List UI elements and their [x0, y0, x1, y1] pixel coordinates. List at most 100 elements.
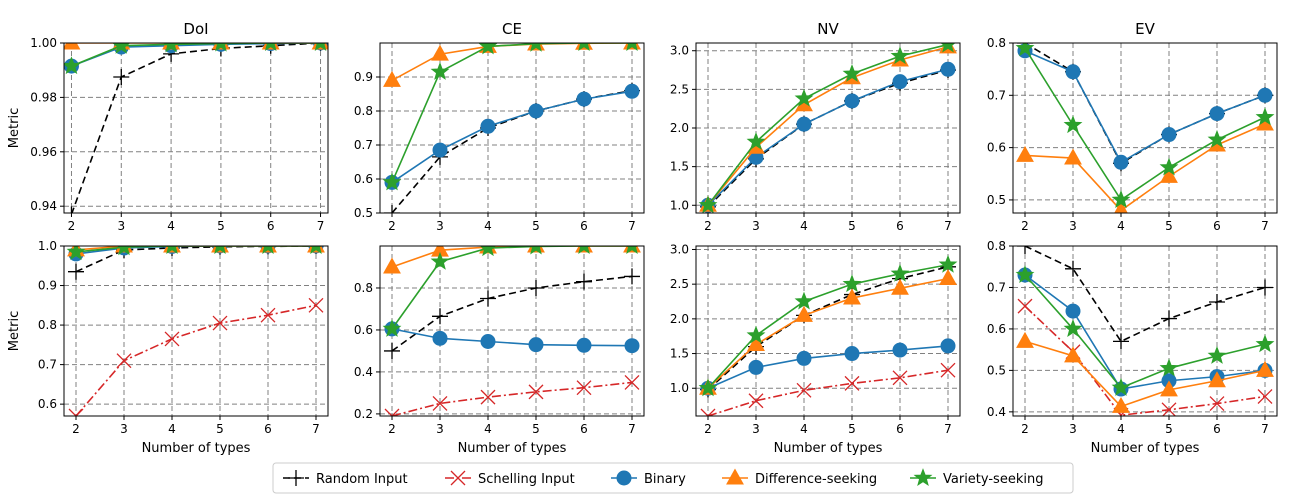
panel-title: EV: [1135, 20, 1155, 38]
point-variety: [578, 246, 590, 255]
point-variety: [264, 43, 277, 52]
point-variety: [1015, 43, 1035, 57]
point-random: [576, 273, 592, 290]
point-schelling: [308, 297, 324, 313]
point-variety: [430, 251, 450, 270]
axes-frame: [379, 245, 645, 417]
series-line-variety: [707, 263, 949, 389]
point-variety: [746, 131, 766, 150]
y-tick-label: 0.8: [987, 36, 1006, 50]
point-binary: [1065, 303, 1081, 319]
point-variety: [890, 263, 910, 282]
point-binary: [1065, 64, 1081, 80]
x-tick-label: 6: [896, 422, 904, 436]
y-tick-label: 0.96: [30, 145, 57, 159]
point-variety: [1159, 157, 1179, 176]
point-variety: [938, 254, 958, 273]
y-tick-label: 0.8: [354, 281, 373, 295]
y-tick-label: 1.5: [670, 160, 689, 174]
point-difference: [1112, 396, 1130, 413]
series-line-random: [707, 266, 949, 391]
point-variety: [842, 63, 862, 82]
x-tick-label: 5: [1165, 422, 1173, 436]
y-tick-label: 0.9: [354, 70, 373, 84]
legend-label: Difference-seeking: [755, 472, 877, 487]
point-variety: [794, 88, 814, 107]
point-binary: [748, 359, 764, 375]
x-tick-label: 3: [120, 422, 128, 436]
point-schelling: [748, 393, 764, 409]
point-binary: [892, 342, 908, 358]
y-tick-label: 1.0: [38, 239, 57, 253]
legend-entry-schelling: Schelling Input: [445, 470, 575, 487]
series-group: [382, 246, 641, 416]
x-tick-label: 4: [484, 219, 492, 233]
series-group: [382, 43, 641, 213]
x-tick-label: 5: [532, 422, 540, 436]
point-variety: [66, 246, 86, 260]
point-random: [68, 263, 84, 280]
series-line-schelling: [707, 369, 949, 416]
panel-8: 2 3 4 5 6 7 0.4 0.5 0.6 0.7 0.8 Number of types: [987, 239, 1278, 456]
point-variety: [698, 195, 718, 213]
point-binary: [892, 74, 908, 90]
point-random: [480, 290, 496, 307]
point-variety: [890, 46, 910, 65]
point-variety: [746, 325, 766, 344]
point-binary: [844, 346, 860, 362]
series-line-variety: [75, 246, 316, 253]
panel-4: 2 3 4 5 6 7 0.5 0.6 0.7 0.8 EV: [987, 20, 1278, 233]
point-difference: [843, 288, 861, 305]
x-tick-label: 5: [1165, 219, 1173, 233]
x-tick-label: 2: [704, 422, 712, 436]
point-schelling: [624, 374, 640, 390]
panel-1: 2 3 4 5 6 7 0.94 0.96 0.98 1.00 DoI Metric: [7, 20, 329, 233]
point-schelling: [1209, 396, 1225, 412]
legend-marker: [913, 468, 933, 487]
y-tick-label: 2.5: [670, 82, 689, 96]
point-variety: [310, 246, 322, 255]
y-tick-label: 0.5: [987, 193, 1006, 207]
point-random: [1257, 279, 1273, 296]
point-variety: [382, 172, 402, 191]
point-variety: [430, 61, 450, 80]
point-variety: [116, 246, 132, 256]
legend-marker: [288, 470, 304, 486]
x-tick-label: 6: [264, 422, 272, 436]
x-tick-label: 3: [1069, 422, 1077, 436]
x-tick-label: 5: [217, 219, 225, 233]
series-line-difference: [707, 277, 949, 389]
point-variety: [479, 246, 497, 257]
point-variety: [626, 43, 638, 52]
point-schelling: [212, 315, 228, 331]
point-variety: [1159, 358, 1179, 377]
y-tick-label: 2.5: [670, 277, 689, 291]
point-schelling: [844, 375, 860, 391]
series-group: [1015, 43, 1275, 213]
series-line-binary: [71, 43, 321, 67]
y-tick-label: 0.5: [354, 206, 373, 220]
y-tick-label: 0.4: [354, 365, 373, 379]
point-variety: [382, 318, 402, 337]
x-tick-label: 7: [628, 219, 636, 233]
point-random: [1161, 310, 1177, 327]
point-difference: [1256, 360, 1274, 377]
point-binary: [844, 93, 860, 109]
x-tick-label: 7: [944, 422, 952, 436]
point-schelling: [700, 408, 716, 416]
point-schelling: [480, 389, 496, 405]
series-line-binary: [1024, 50, 1266, 164]
point-schelling: [576, 380, 592, 396]
point-binary: [576, 91, 592, 107]
x-axis-label: Number of types: [774, 441, 883, 456]
x-tick-label: 4: [1117, 219, 1125, 233]
point-variety: [1207, 345, 1227, 364]
x-tick-label: 3: [752, 219, 760, 233]
point-difference: [431, 44, 449, 61]
x-tick-label: 4: [800, 422, 808, 436]
legend-label: Schelling Input: [478, 472, 575, 487]
x-tick-label: 6: [1213, 219, 1221, 233]
point-variety: [1111, 190, 1131, 208]
x-tick-label: 6: [1213, 422, 1221, 436]
